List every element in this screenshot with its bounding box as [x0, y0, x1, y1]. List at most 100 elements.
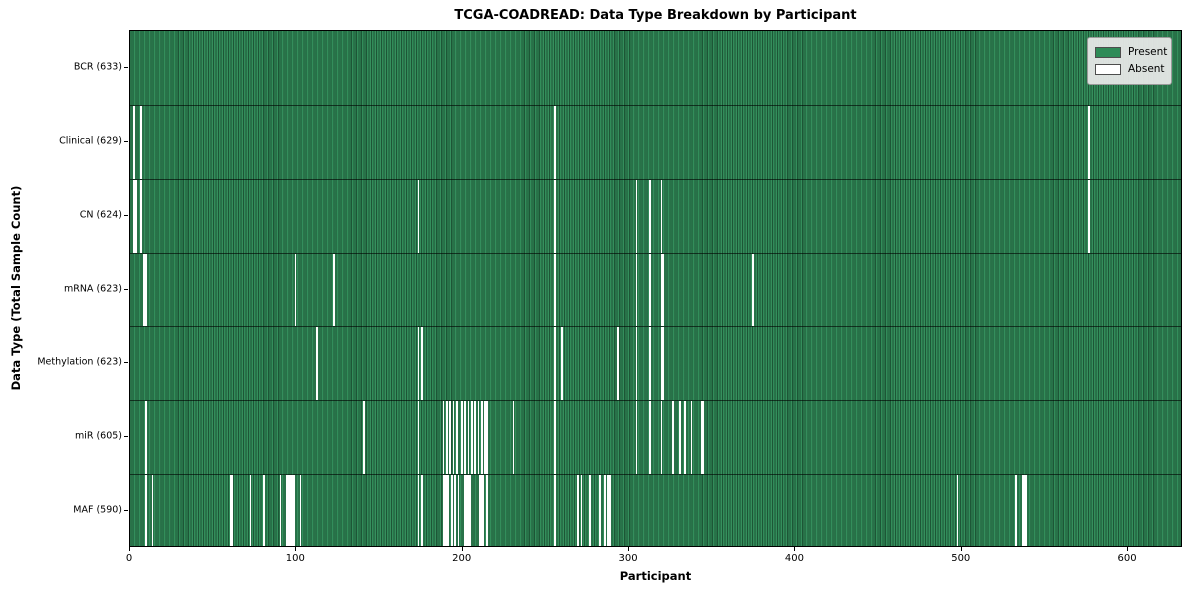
- absent-stripe: [485, 475, 488, 546]
- absent-stripe: [512, 401, 515, 475]
- ytick-label-mir: miR (605): [74, 430, 122, 442]
- absent-stripe: [446, 401, 448, 475]
- xtick-mark: [960, 547, 962, 551]
- absent-stripe: [467, 475, 470, 546]
- ytick-label-cn: CN (624): [79, 209, 122, 221]
- absent-stripe: [451, 475, 453, 546]
- absent-stripe: [672, 401, 674, 475]
- xtick-label-500: 500: [951, 553, 971, 564]
- absent-stripe: [702, 401, 704, 475]
- absent-stripe: [554, 179, 556, 253]
- absent-stripe: [649, 253, 651, 327]
- absent-stripe: [289, 475, 292, 546]
- absent-stripe: [139, 105, 142, 179]
- absent-stripe: [446, 475, 448, 546]
- absent-stripe: [485, 401, 488, 475]
- absent-stripe: [316, 327, 318, 401]
- absent-stripe: [678, 401, 681, 475]
- x-axis-label: Participant: [619, 569, 692, 583]
- absent-stripe: [683, 401, 686, 475]
- absent-stripe: [660, 253, 663, 327]
- absent-stripe: [481, 475, 483, 546]
- ytick-label-bcr: BCR (633): [73, 61, 122, 73]
- legend-swatch-present-icon: [1095, 47, 1121, 58]
- xtick-label-600: 600: [1117, 553, 1137, 564]
- absent-stripe: [134, 179, 137, 253]
- absent-stripe: [1023, 475, 1025, 546]
- absent-stripe: [291, 475, 294, 546]
- ytick-label-methylation: Methylation (623): [37, 356, 122, 368]
- absent-stripe: [449, 401, 452, 475]
- absent-stripe: [554, 253, 556, 327]
- absent-stripe: [617, 327, 620, 401]
- absent-stripe: [481, 401, 483, 475]
- absent-stripe: [469, 475, 472, 546]
- absent-stripe: [279, 475, 282, 546]
- absent-stripe: [421, 327, 423, 401]
- absent-stripe: [700, 401, 703, 475]
- ytick-label-maf: MAF (590): [73, 504, 122, 516]
- absent-stripe: [299, 475, 302, 546]
- xtick-label-300: 300: [618, 553, 638, 564]
- absent-stripe: [286, 475, 289, 546]
- ytick-mark: [124, 362, 128, 364]
- absent-stripe: [471, 401, 473, 475]
- row-maf: [130, 474, 1181, 546]
- absent-stripe: [143, 253, 145, 327]
- absent-stripe: [577, 475, 580, 546]
- absent-stripe: [467, 401, 470, 475]
- absent-stripe: [609, 475, 611, 546]
- ytick-mark: [124, 436, 128, 438]
- absent-stripe: [461, 401, 463, 475]
- absent-stripe: [554, 475, 556, 546]
- absent-stripe: [484, 401, 486, 475]
- absent-stripe: [144, 253, 147, 327]
- absent-stripe: [554, 105, 556, 179]
- absent-stripe: [144, 401, 147, 475]
- absent-stripe: [560, 327, 563, 401]
- legend-item-present: Present: [1095, 44, 1167, 61]
- absent-stripe: [417, 475, 420, 546]
- absent-stripe: [554, 327, 556, 401]
- absent-stripe: [444, 475, 447, 546]
- row-methylation: [130, 326, 1181, 401]
- ytick-label-mrna: mRNA (623): [63, 283, 122, 294]
- absent-stripe: [635, 401, 638, 475]
- absent-stripe: [417, 327, 420, 401]
- ytick-mark: [124, 66, 128, 68]
- legend-swatch-absent-icon: [1095, 64, 1121, 75]
- absent-stripe: [452, 401, 455, 475]
- absent-stripe: [442, 475, 445, 546]
- absent-stripe: [144, 475, 147, 546]
- absent-stripe: [417, 179, 420, 253]
- absent-stripe: [1014, 475, 1017, 546]
- ytick-mark: [124, 140, 128, 142]
- absent-stripe: [466, 475, 468, 546]
- absent-stripe: [649, 401, 651, 475]
- absent-stripe: [660, 401, 663, 475]
- absent-stripe: [635, 253, 638, 327]
- ytick-mark: [124, 288, 128, 290]
- xtick-label-100: 100: [285, 553, 305, 564]
- absent-stripe: [454, 475, 457, 546]
- absent-stripe: [662, 253, 664, 327]
- absent-stripe: [447, 475, 450, 546]
- absent-stripe: [554, 401, 556, 475]
- xtick-mark: [295, 547, 297, 551]
- absent-stripe: [474, 401, 476, 475]
- ytick-mark: [124, 510, 128, 512]
- xtick-mark: [129, 547, 130, 551]
- absent-stripe: [231, 475, 234, 546]
- absent-stripe: [479, 475, 481, 546]
- absent-stripe: [635, 179, 638, 253]
- xtick-mark: [461, 547, 463, 551]
- absent-stripe: [133, 105, 135, 179]
- absent-stripe: [482, 475, 485, 546]
- xtick-label-200: 200: [452, 553, 472, 564]
- absent-stripe: [464, 475, 467, 546]
- absent-stripe: [589, 475, 591, 546]
- absent-stripe: [133, 179, 135, 253]
- ytick-mark: [124, 214, 128, 216]
- absent-stripe: [607, 475, 610, 546]
